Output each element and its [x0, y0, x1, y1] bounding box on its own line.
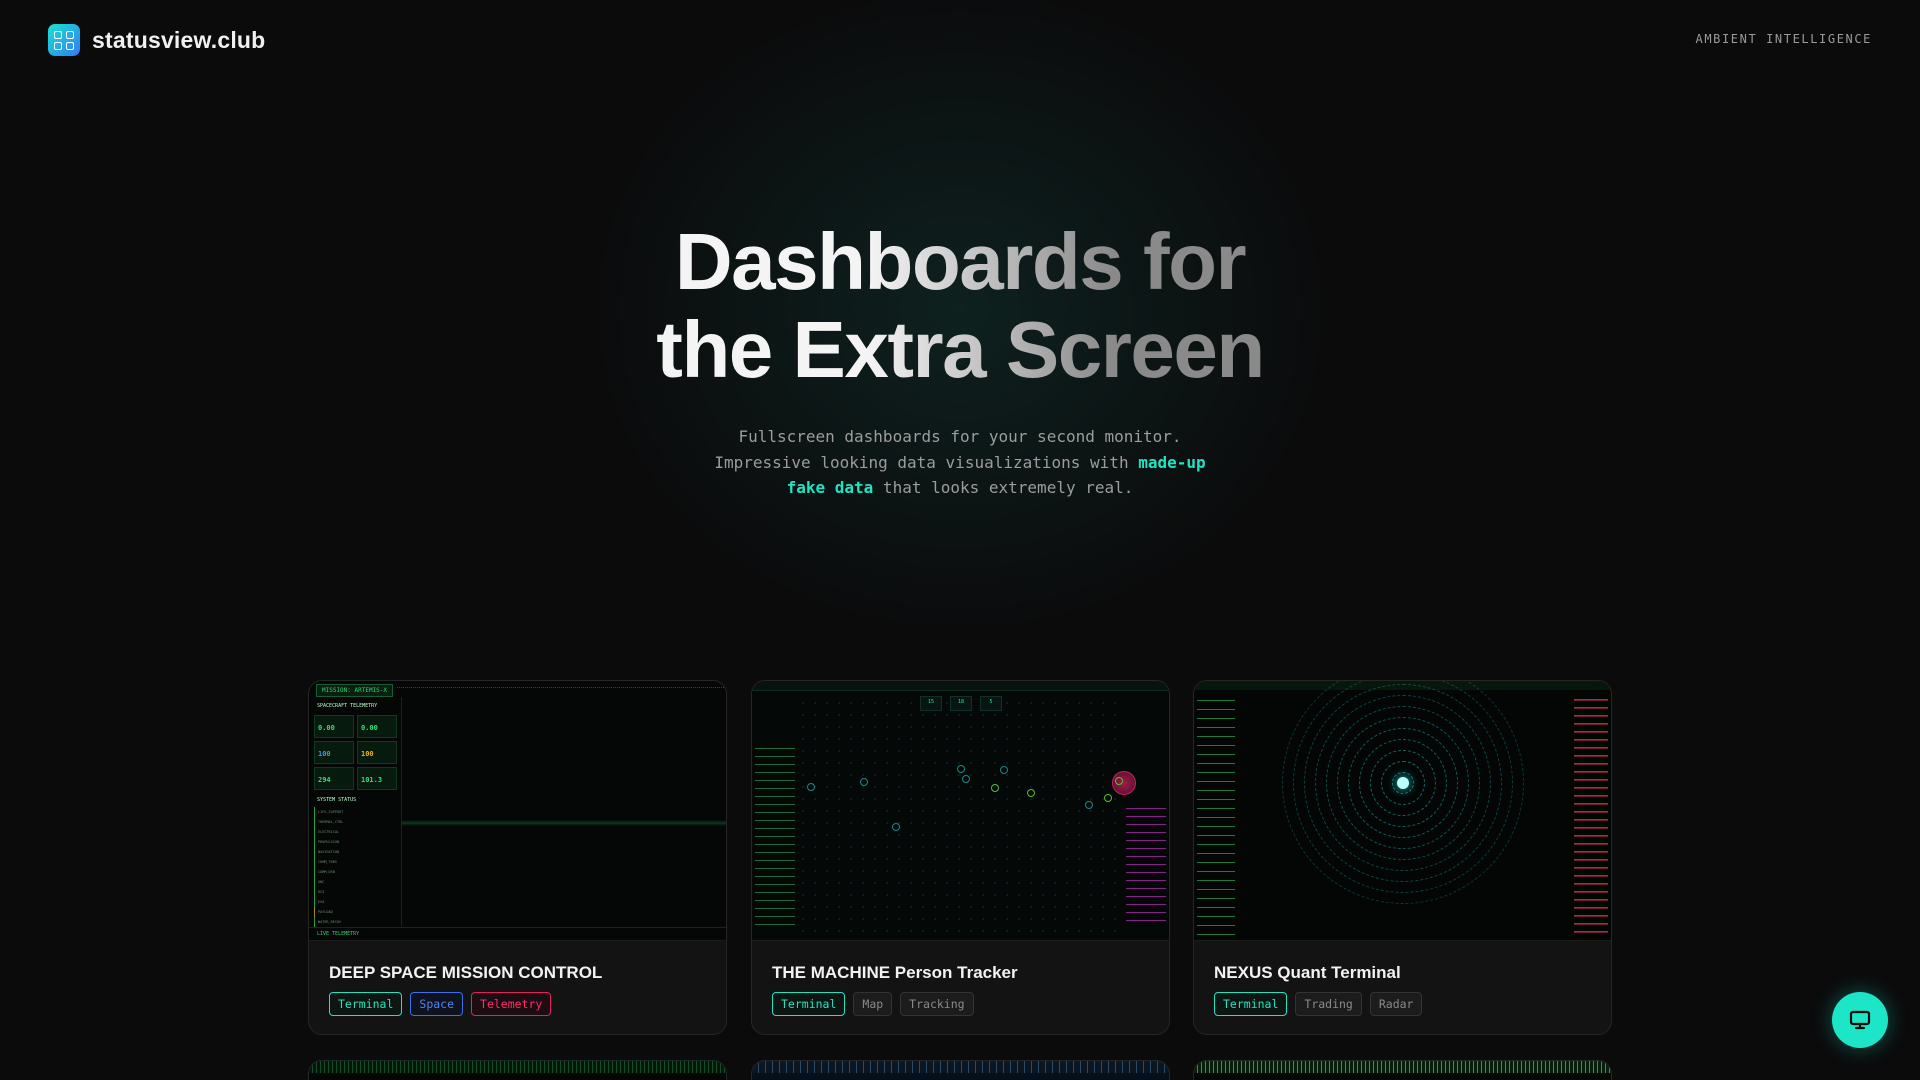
thumb-main-area	[401, 697, 726, 926]
thumb-system-row: PROPULSION	[314, 837, 396, 847]
thumb-marker	[957, 765, 965, 773]
thumb-system-row: COMM_TDRS	[314, 857, 396, 867]
thumb-system-row: RCS	[314, 887, 396, 897]
card-title[interactable]: DEEP SPACE MISSION CONTROL	[329, 963, 603, 982]
tag[interactable]: Terminal	[329, 992, 403, 1016]
thumb-system-row: EVA	[314, 897, 396, 907]
thumb-system-row: ELECTRICAL	[314, 827, 396, 837]
thumb-system-row: THERMAL_CTRL	[314, 817, 396, 827]
grid-icon[interactable]	[48, 24, 80, 56]
subtitle-highlight: fake data	[786, 478, 874, 497]
thumb-system-row: COMM_DSN	[314, 867, 396, 877]
card-tags: Terminal Map Tracking	[772, 992, 974, 1016]
tag[interactable]: Space	[410, 992, 464, 1016]
brand-name[interactable]: statusview.club	[92, 26, 266, 53]
dashboard-card-preview[interactable]	[308, 1060, 727, 1080]
thumb-system-row: GNC	[314, 877, 396, 887]
thumb-map-grid	[797, 697, 1124, 932]
thumb-ticker	[752, 1061, 1169, 1073]
thumb-stats: 15 18 5	[920, 696, 1002, 711]
dashboard-card-deep-space[interactable]: MISSION: ARTEMIS-X SPACECRAFT TELEMETRY …	[308, 680, 727, 1035]
thumb-log-left	[1197, 695, 1235, 935]
card-thumbnail: 15 18 5	[752, 681, 1169, 941]
thumb-marker	[892, 823, 900, 831]
thumb-section: SPACECRAFT TELEMETRY	[317, 703, 378, 709]
thumb-stat: 15	[920, 696, 942, 711]
thumb-log-right	[1574, 695, 1608, 935]
thumb-telemetry-value: 101.3	[357, 767, 397, 790]
subtitle-text: Impressive looking data visualizations w…	[714, 452, 1139, 472]
thumb-section: SYSTEM STATUS	[317, 797, 357, 803]
header-tagline: AMBIENT INTELLIGENCE	[1695, 32, 1872, 46]
tag[interactable]: Terminal	[1214, 992, 1288, 1016]
thumb-system-list: LIFE_SUPPORT THERMAL_CTRL ELECTRICAL PROPUL…	[314, 807, 396, 927]
hero: Dashboards for the Extra Screen Fullscree…	[0, 218, 1920, 501]
card-title[interactable]: THE MACHINE Person Tracker	[772, 963, 1018, 982]
subtitle-line: Fullscreen dashboards for your second mo…	[738, 427, 1182, 446]
thumb-system-row: NAVIGATION	[314, 847, 396, 857]
thumb-marker	[807, 783, 815, 791]
hero-title-line1: Dashboards for	[674, 217, 1246, 306]
tag[interactable]: Radar	[1369, 992, 1423, 1016]
thumb-log-right	[1126, 803, 1166, 928]
thumb-telemetry-grid: 0.00 0.00 100 100 294 101.3	[314, 715, 397, 790]
thumb-stat: 5	[980, 696, 1002, 711]
monitor-icon	[1849, 1010, 1871, 1030]
thumb-ticker	[397, 687, 726, 691]
dashboard-card-machine[interactable]: 15 18 5 THE MACHINE Person Tracker Termina…	[751, 680, 1170, 1035]
dashboard-card-preview[interactable]	[1193, 1060, 1612, 1080]
thumb-stat: 18	[950, 696, 972, 711]
thumb-scanline	[401, 820, 726, 826]
thumb-telemetry-value: 100	[314, 741, 354, 764]
hero-title: Dashboards for the Extra Screen	[656, 218, 1263, 394]
tag[interactable]: Telemetry	[471, 992, 552, 1016]
tag[interactable]: Tracking	[900, 992, 974, 1016]
thumb-ticker	[309, 1061, 726, 1073]
thumb-system-row: WATER_RECOV	[314, 917, 396, 927]
thumb-radar-ring	[1282, 681, 1524, 904]
card-thumbnail: MISSION: ARTEMIS-X SPACECRAFT TELEMETRY …	[309, 681, 726, 941]
subtitle-line: Impressive looking data visualizations w…	[0, 450, 1920, 476]
card-title[interactable]: NEXUS Quant Terminal	[1214, 963, 1401, 982]
thumb-ticker	[1194, 1061, 1611, 1073]
tag[interactable]: Trading	[1295, 992, 1362, 1016]
thumb-log-left	[755, 743, 795, 928]
thumb-telemetry-value: 100	[357, 741, 397, 764]
thumb-radar-center	[1397, 777, 1409, 789]
monitor-button[interactable]	[1832, 992, 1888, 1048]
hero-subtitle: Fullscreen dashboards for your second mo…	[0, 424, 1920, 501]
thumb-system-row: LIFE_SUPPORT	[314, 807, 396, 817]
thumb-marker	[962, 775, 970, 783]
tag[interactable]: Map	[853, 992, 893, 1016]
card-tags: Terminal Trading Radar	[1214, 992, 1423, 1016]
site-header: statusview.club	[48, 24, 265, 56]
thumb-telemetry-value: 294	[314, 767, 354, 790]
thumb-telemetry-value: 0.00	[357, 715, 397, 738]
dashboard-card-nexus[interactable]: NEXUS Quant Terminal Terminal Trading Ra…	[1193, 680, 1612, 1035]
card-thumbnail	[1194, 681, 1611, 941]
thumb-ticker	[752, 681, 1169, 691]
thumb-marker	[1104, 794, 1112, 802]
thumb-system-row: PAYLOAD	[314, 907, 396, 917]
subtitle-line: fake data that looks extremely real.	[0, 475, 1920, 501]
thumb-telemetry-value: 0.00	[314, 715, 354, 738]
card-tags: Terminal Space Telemetry	[329, 992, 552, 1016]
thumb-marker	[1000, 766, 1008, 774]
tag[interactable]: Terminal	[772, 992, 846, 1016]
thumb-footer: LIVE TELEMETRY	[309, 927, 726, 940]
subtitle-highlight: made-up	[1138, 452, 1206, 472]
hero-title-line2: the Extra Screen	[656, 305, 1264, 394]
thumb-marker	[1027, 789, 1035, 797]
thumb-marker	[1115, 777, 1123, 785]
subtitle-text: that looks extremely real.	[873, 478, 1134, 497]
thumb-marker	[1085, 801, 1093, 809]
thumb-marker	[991, 784, 999, 792]
thumb-marker	[860, 778, 868, 786]
thumb-mission: MISSION: ARTEMIS-X	[316, 684, 394, 697]
dashboard-card-preview[interactable]	[751, 1060, 1170, 1080]
